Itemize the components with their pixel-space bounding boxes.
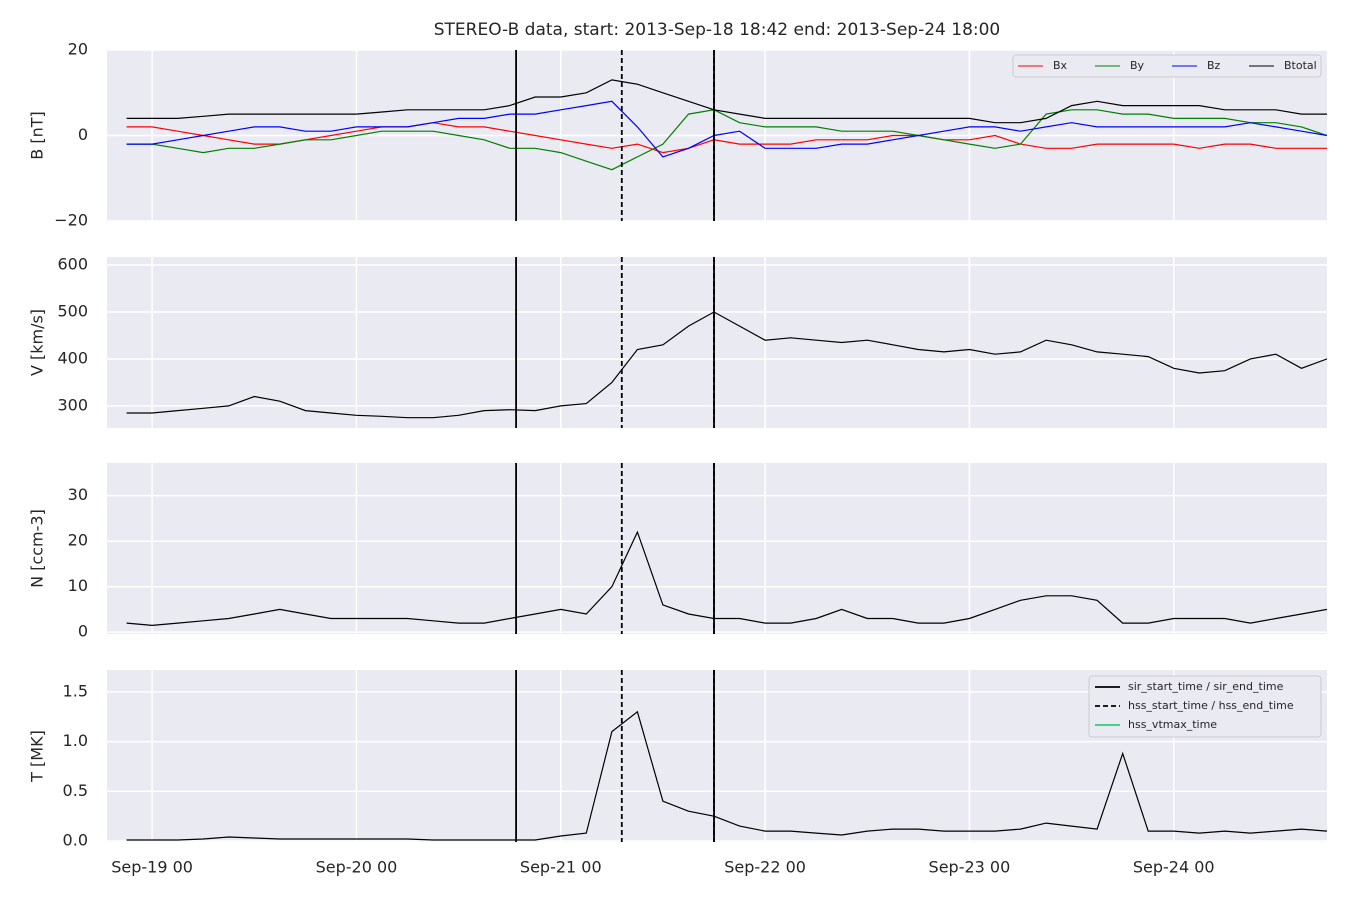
plot-area: [126, 79, 1327, 171]
y-tick-label: 1.0: [63, 731, 88, 750]
chart-title: STEREO-B data, start: 2013-Sep-18 18:42 …: [434, 20, 1001, 40]
series-line: [126, 79, 1327, 124]
series-line: [126, 122, 1327, 154]
y-tick-label: 20: [68, 531, 88, 550]
legend-label: sir_start_time / sir_end_time: [1128, 680, 1284, 693]
legend-label: hss_vtmax_time: [1128, 718, 1217, 731]
x-tick-label: Sep-22 00: [724, 858, 806, 877]
plot-background: [107, 463, 1327, 634]
y-tick-label: 30: [68, 485, 88, 504]
series-line: [126, 710, 1327, 841]
legend-box: [1088, 675, 1322, 738]
y-tick-label: 0.5: [63, 781, 88, 800]
legend-label: Bz: [1207, 59, 1221, 72]
plot-area: [126, 311, 1327, 419]
y-tick-label: 20: [68, 40, 88, 59]
y-tick-label: 400: [57, 348, 88, 367]
y-tick-label: 0: [78, 125, 88, 144]
series-line: [126, 100, 1327, 158]
y-tick-label: 300: [57, 395, 88, 414]
series-line: [126, 109, 1327, 171]
plot-background: [107, 257, 1327, 428]
y-axis-label: N [ccm-3]: [28, 509, 47, 588]
y-tick-label: −20: [54, 211, 88, 230]
legend-label: Bx: [1053, 59, 1068, 72]
x-tick-label: Sep-21 00: [520, 858, 602, 877]
y-tick-label: 600: [57, 254, 88, 273]
y-tick-label: 500: [57, 301, 88, 320]
legend-label: By: [1130, 59, 1145, 72]
legend-label: hss_start_time / hss_end_time: [1128, 699, 1294, 712]
y-tick-label: 0.0: [63, 831, 88, 850]
x-tick-label: Sep-20 00: [316, 858, 398, 877]
y-tick-label: 10: [68, 576, 88, 595]
series-line: [126, 530, 1327, 627]
y-tick-label: 0: [78, 622, 88, 641]
x-tick-label: Sep-24 00: [1133, 858, 1215, 877]
y-axis-label: V [km/s]: [28, 309, 47, 376]
plot-area: [126, 710, 1327, 841]
x-tick-label: Sep-19 00: [111, 858, 193, 877]
legend-box: [1012, 54, 1322, 78]
plot-area: [126, 530, 1327, 627]
legend-label: Btotal: [1284, 59, 1317, 72]
y-axis-label: B [nT]: [28, 111, 47, 159]
y-tick-label: 1.5: [63, 681, 88, 700]
y-axis-label: T [MK]: [28, 730, 47, 783]
series-line: [126, 311, 1327, 419]
x-tick-label: Sep-23 00: [929, 858, 1011, 877]
